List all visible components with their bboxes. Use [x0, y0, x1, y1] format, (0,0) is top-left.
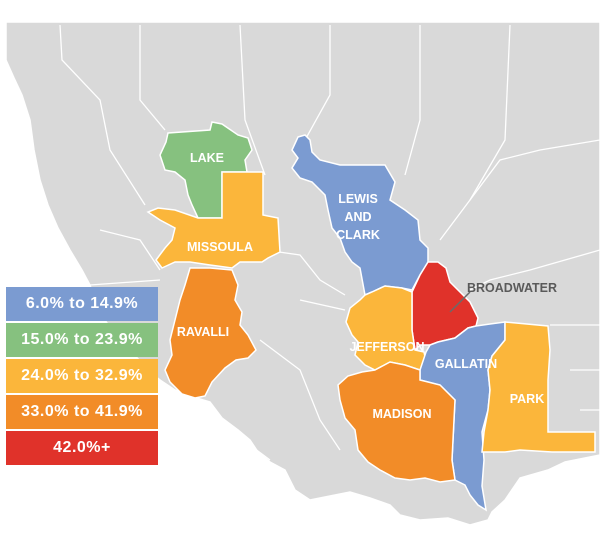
- broadwater-callout-line: [449, 291, 471, 313]
- label-jefferson: JEFFERSON: [349, 340, 424, 354]
- label-park: PARK: [510, 392, 545, 406]
- legend-item-range-2: 15.0% to 23.9%: [6, 323, 158, 357]
- legend-item-range-1: 6.0% to 14.9%: [6, 287, 158, 321]
- legend-item-range-5: 42.0%+: [6, 431, 158, 465]
- county-missoula: [146, 171, 281, 269]
- label-gallatin: GALLATIN: [435, 357, 497, 371]
- label-lewis: LEWIS: [338, 192, 378, 206]
- legend: 6.0% to 14.9% 15.0% to 23.9% 24.0% to 32…: [6, 287, 158, 467]
- label-clark: CLARK: [336, 228, 380, 242]
- label-and: AND: [344, 210, 371, 224]
- label-lake: LAKE: [190, 151, 224, 165]
- label-ravalli: RAVALLI: [177, 325, 229, 339]
- county-park: [481, 321, 596, 453]
- label-madison: MADISON: [372, 407, 431, 421]
- county-madison: [337, 361, 456, 483]
- county-borders: [59, 24, 600, 461]
- label-broadwater: BROADWATER: [467, 281, 557, 295]
- legend-item-range-3: 24.0% to 32.9%: [6, 359, 158, 393]
- county-ravalli: [164, 267, 257, 399]
- legend-item-range-4: 33.0% to 41.9%: [6, 395, 158, 429]
- label-missoula: MISSOULA: [187, 240, 253, 254]
